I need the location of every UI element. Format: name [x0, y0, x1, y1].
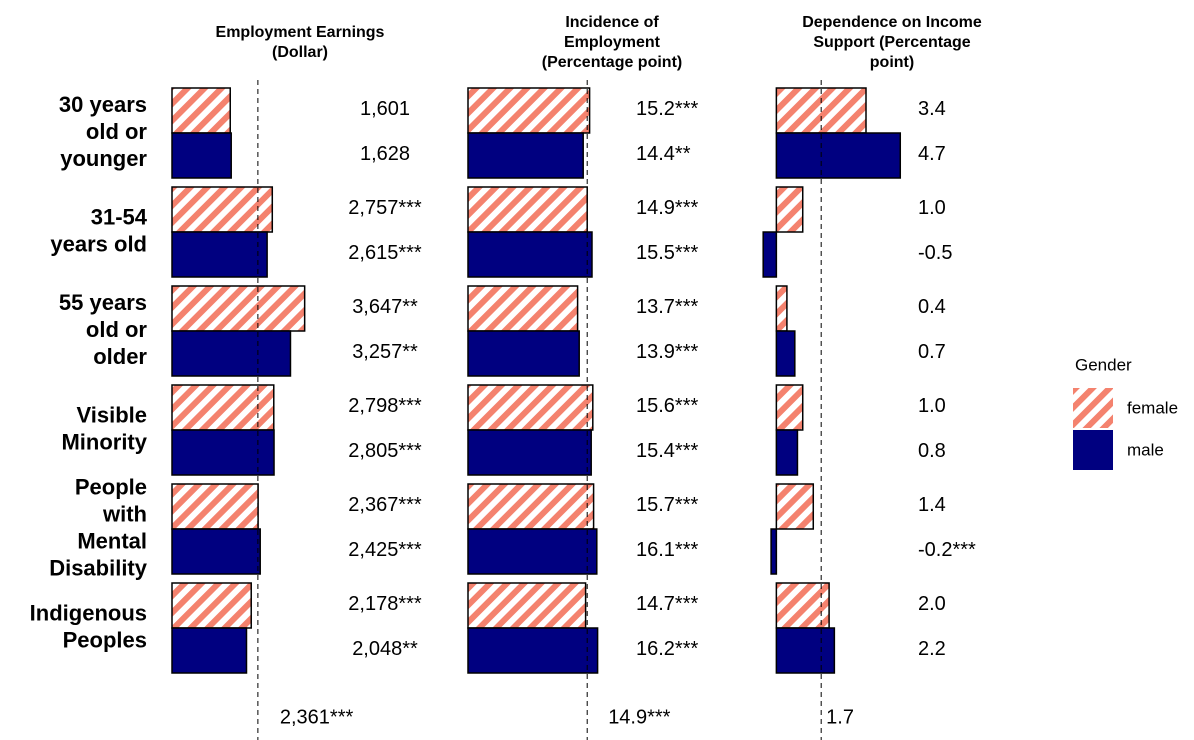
bar: [171, 330, 292, 377]
panel-title: Dependence on Income Support (Percentage p…: [802, 14, 982, 71]
bar: [775, 627, 836, 674]
value-label: 2,178***: [348, 593, 422, 615]
bar: [775, 330, 796, 377]
value-label: 2,615***: [348, 242, 422, 264]
reference-label: 1.7: [826, 706, 854, 728]
bar: [775, 285, 788, 332]
bar: [467, 330, 580, 377]
value-label: 1.0: [918, 395, 946, 417]
reference-label: 14.9***: [608, 706, 670, 728]
panel-title: Incidence of Employment (Percentage point): [542, 14, 682, 71]
value-label: -0.2***: [918, 539, 976, 561]
value-label: 1.4: [918, 494, 946, 516]
reference-label: 2,361***: [280, 706, 354, 728]
bar: [467, 483, 595, 530]
value-label: 1,601: [360, 98, 410, 120]
bar: [775, 429, 799, 476]
bar: [171, 132, 232, 179]
bar: [770, 528, 778, 575]
value-label: 15.7***: [636, 494, 698, 516]
value-label: 13.7***: [636, 296, 698, 318]
bar: [775, 384, 804, 431]
bar: [171, 384, 275, 431]
value-label: 0.7: [918, 341, 946, 363]
value-label: -0.5: [918, 242, 952, 264]
value-label: 3,647**: [352, 296, 418, 318]
bar: [171, 87, 231, 134]
bar: [467, 384, 594, 431]
bar: [171, 627, 248, 674]
legend-swatch: [1073, 430, 1113, 470]
bar: [467, 186, 588, 233]
value-label: 15.2***: [636, 98, 698, 120]
value-label: 3,257**: [352, 341, 418, 363]
value-label: 16.1***: [636, 539, 698, 561]
value-label: 15.5***: [636, 242, 698, 264]
value-label: 4.7: [918, 143, 946, 165]
value-label: 13.9***: [636, 341, 698, 363]
bar: [775, 483, 815, 530]
value-label: 15.4***: [636, 440, 698, 462]
bar: [171, 528, 261, 575]
bar: [467, 627, 599, 674]
category-label: Visible Minority: [61, 402, 147, 454]
bar: [467, 285, 579, 332]
value-label: 2,798***: [348, 395, 422, 417]
bar: [762, 231, 778, 278]
value-label: 0.4: [918, 296, 946, 318]
value-label: 2,757***: [348, 197, 422, 219]
category-label: 31-54 years old: [50, 204, 147, 256]
bar: [171, 285, 306, 332]
value-label: 2,048**: [352, 638, 418, 660]
value-label: 1,628: [360, 143, 410, 165]
value-label: 15.6***: [636, 395, 698, 417]
value-label: 3.4: [918, 98, 946, 120]
value-label: 14.9***: [636, 197, 698, 219]
legend-label: female: [1127, 398, 1178, 417]
value-label: 0.8: [918, 440, 946, 462]
bar: [171, 483, 259, 530]
bar: [467, 429, 592, 476]
value-label: 2.0: [918, 593, 946, 615]
value-label: 1.0: [918, 197, 946, 219]
value-label: 2,425***: [348, 539, 422, 561]
bar: [775, 186, 804, 233]
legend-label: male: [1127, 440, 1164, 459]
bar: [467, 528, 598, 575]
legend-title: Gender: [1075, 355, 1132, 374]
panel-title: Employment Earnings (Dollar): [216, 24, 385, 61]
bar: [467, 132, 584, 179]
category-label: 30 years old or younger: [59, 92, 148, 171]
value-label: 16.2***: [636, 638, 698, 660]
bar: [775, 132, 902, 179]
bar: [171, 231, 268, 278]
bar: [171, 186, 274, 233]
value-label: 2,805***: [348, 440, 422, 462]
category-label: People with Mental Disability: [49, 474, 148, 580]
bar: [171, 582, 252, 629]
category-label: 55 years old or older: [59, 290, 148, 369]
bar: [467, 231, 593, 278]
bar: [171, 429, 275, 476]
value-label: 2.2: [918, 638, 946, 660]
value-label: 2,367***: [348, 494, 422, 516]
bar: [467, 87, 591, 134]
category-label: Indigenous Peoples: [30, 600, 147, 652]
legend-swatch: [1073, 388, 1113, 428]
value-label: 14.4**: [636, 143, 691, 165]
bar: [467, 582, 587, 629]
value-label: 14.7***: [636, 593, 698, 615]
